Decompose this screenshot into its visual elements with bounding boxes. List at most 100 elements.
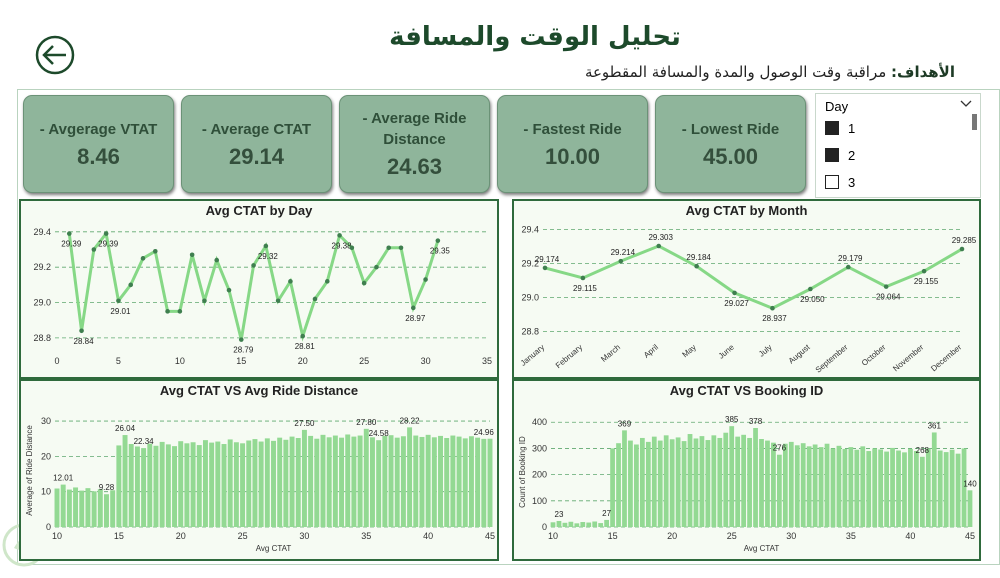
kpi-value: 10.00 <box>544 143 601 169</box>
data-label: 27 <box>602 509 611 518</box>
bar <box>134 446 140 527</box>
x-tick-label: 15 <box>608 531 618 541</box>
point <box>542 265 548 271</box>
y-tick-label: 29.4 <box>33 227 51 237</box>
y-tick-label: 0 <box>542 522 547 532</box>
data-label: 28.79 <box>233 346 254 355</box>
point <box>226 287 232 293</box>
y-tick-label: 300 <box>532 443 547 453</box>
y-axis-title: Average of Ride Distance <box>25 425 34 516</box>
bar <box>332 435 338 527</box>
point <box>435 238 441 243</box>
point <box>374 264 379 270</box>
bar <box>215 441 221 527</box>
data-label: 29.184 <box>686 253 711 262</box>
point <box>103 231 109 236</box>
slicer-item[interactable]: 1 <box>825 120 855 136</box>
kpi-card: - Avgerage VTAT 8.46 <box>23 95 174 193</box>
bar <box>444 438 450 527</box>
slicer-item-label: 3 <box>848 174 856 190</box>
scrollbar[interactable] <box>972 114 977 130</box>
bar <box>806 446 812 527</box>
bar <box>765 440 770 527</box>
bar <box>610 448 615 527</box>
bar <box>729 426 735 527</box>
bar <box>301 429 307 527</box>
bar <box>283 439 289 527</box>
point <box>238 337 244 342</box>
data-label: 22.34 <box>134 437 155 446</box>
bar <box>651 436 657 527</box>
chart-title: Avg CTAT by Day <box>206 203 313 218</box>
slicer-chevron[interactable] <box>957 97 977 111</box>
data-label: 26.04 <box>115 424 136 433</box>
x-tick-label: 45 <box>965 531 975 541</box>
point <box>883 284 889 289</box>
bar <box>818 447 824 527</box>
bar <box>326 437 332 527</box>
bar <box>842 448 848 527</box>
bar <box>66 489 72 527</box>
point <box>618 258 624 264</box>
point <box>386 245 392 251</box>
point <box>410 305 416 311</box>
checkbox[interactable] <box>825 148 839 162</box>
y-tick-label: 29.2 <box>521 259 539 269</box>
bar <box>233 442 239 527</box>
y-tick-label: 29.4 <box>521 225 539 235</box>
kpi-card: - Average CTAT 29.14 <box>181 95 332 193</box>
point <box>337 233 342 238</box>
bar <box>550 522 556 527</box>
bar <box>639 437 645 527</box>
bar <box>866 451 872 527</box>
bar <box>580 522 586 527</box>
point <box>128 282 134 288</box>
bar <box>462 438 468 527</box>
bar <box>419 436 425 527</box>
bar <box>937 450 943 527</box>
bar <box>320 434 326 527</box>
data-label: 29.115 <box>573 284 597 293</box>
kpi-value: 24.63 <box>386 154 443 179</box>
bar <box>675 437 681 527</box>
bar <box>872 448 878 527</box>
bar <box>289 436 295 527</box>
kpi-card: - Fastest Ride 10.00 <box>497 95 648 193</box>
checkbox[interactable] <box>825 175 839 189</box>
checkbox[interactable] <box>825 121 839 135</box>
bar <box>598 523 604 527</box>
bar <box>431 437 437 527</box>
bar <box>622 430 627 527</box>
slicer-item-label: 1 <box>848 120 856 136</box>
y-axis-title: Count of Booking ID <box>518 436 527 508</box>
bar <box>824 443 830 527</box>
x-tick-label: 35 <box>482 356 492 366</box>
bar <box>376 440 382 527</box>
y-tick-label: 29.0 <box>33 298 51 308</box>
slicer-item[interactable]: 2 <box>825 147 855 163</box>
data-label: 28.81 <box>295 342 316 351</box>
bar <box>277 437 283 527</box>
point <box>921 268 927 274</box>
bar <box>258 441 264 527</box>
back-button[interactable] <box>0 0 80 100</box>
data-label: 140 <box>963 479 977 488</box>
point <box>808 286 813 292</box>
bar <box>369 437 375 527</box>
point <box>288 279 293 284</box>
slicer-item[interactable]: 3 <box>825 174 855 190</box>
bar <box>116 445 122 527</box>
bar <box>178 441 184 527</box>
data-label: 29.179 <box>838 254 863 263</box>
point <box>694 263 699 269</box>
x-tick-label: 25 <box>359 356 369 366</box>
bar <box>717 437 723 527</box>
bar <box>568 521 574 527</box>
chart-title: Avg CTAT VS Booking ID <box>670 383 824 398</box>
bar <box>97 489 103 527</box>
slicer-title: Day <box>825 99 849 114</box>
bar <box>91 491 97 527</box>
point <box>263 243 269 249</box>
bar <box>73 487 79 527</box>
